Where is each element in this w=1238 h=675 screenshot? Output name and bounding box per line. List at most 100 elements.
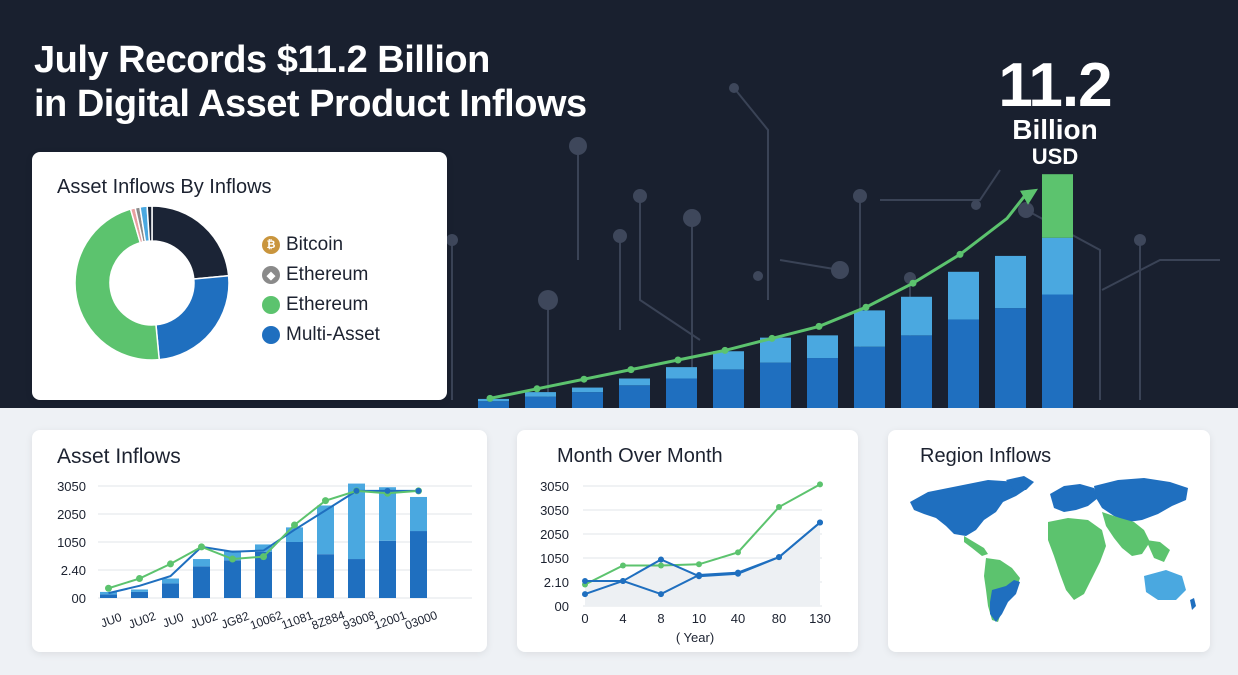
big-currency: USD [1031,144,1079,169]
bar-light [255,544,272,552]
dot-icon [262,296,280,314]
x-tick-label: 40 [731,611,745,626]
y-tick-label: 2050 [540,527,569,542]
circuit-node [683,209,701,227]
map-greenland [1006,476,1034,490]
headline-line-1: July Records $11.2 Billion [34,39,490,81]
series-point [735,570,741,577]
hero-bar-dark [666,378,697,408]
hero-bar-dark [948,319,979,408]
donut-chart [74,205,230,361]
circuit-node [853,189,867,203]
hero-line-point [627,366,635,374]
bar-dark [193,566,210,598]
map-africa [1048,518,1106,600]
hero-bar-dark [572,392,603,408]
circuit-node [831,261,849,279]
world-map [910,476,1196,622]
bar-dark [162,583,179,598]
legend-item: ₿ Bitcoin [262,234,343,256]
line-point [260,553,267,561]
hero-growth-chart [446,83,1220,408]
hero-bar-dark [760,362,791,408]
series-point [620,577,626,584]
y-tick-label: 00 [555,599,569,614]
map-australia [1144,570,1186,600]
big-unit: Billion [1012,114,1098,145]
circuit-node [538,290,558,310]
headline: July Records $11.2 Billion in Digital As… [34,38,587,126]
hero-line-point [956,250,964,258]
headline-line-2: in Digital Asset Product Inflows [34,83,587,125]
bar-dark [131,591,148,598]
donut-slice [151,205,230,280]
donut-slice [74,208,161,361]
y-tick-label: 1050 [57,535,86,550]
line-point [167,560,174,568]
hero-line-arrowhead [1020,188,1038,205]
series-point [735,549,741,556]
hero-bar-dark [901,335,932,408]
donut-card: Asset Inflows By Inflows ₿ Bitcoin ◆ Ethere… [32,152,447,400]
hero-bar-light [901,296,932,336]
hero-bar-dark [1042,294,1073,408]
mom-chart: 00 2.10 1050 2050 3050 3050 0 4 8 10 40 80 130 ( Year… [540,479,831,645]
hero-bar-light [572,387,603,393]
line-point [353,487,360,494]
circuit-node [1134,234,1146,246]
map-central-america [964,536,988,556]
hero-bar-light [666,367,697,379]
hero-line-point [486,394,494,402]
hero-bar-dark [525,396,556,408]
series-point [776,554,782,561]
series-point [620,562,626,569]
circuit-node [633,189,647,203]
asset-inflows-card: Asset Inflows 00 2.40 1050 2050 3050 JU0 JU02 J… [32,430,487,652]
line-point [415,487,422,494]
hero-line-point [533,385,541,393]
hero-bar-light [995,255,1026,309]
region-card-title: Region Inflows [920,445,1052,467]
circuit-trace [733,87,769,300]
x-tick-label: JU0 [99,610,124,631]
big-number: 11.2 [998,51,1112,120]
map-europe [1050,484,1098,512]
series-point [658,556,664,563]
map-north-america [910,480,1028,536]
x-tick-label: JG82 [219,609,251,632]
x-tick-label: 10 [692,611,706,626]
hero-bar-light [478,398,509,402]
map-new-zealand [1190,598,1196,610]
x-tick-label: 130 [809,611,831,626]
hero-bar-dark [807,358,838,408]
hero-line-point [721,346,729,354]
series-point [696,573,702,580]
circuit-trace [639,196,701,341]
series-point [817,519,823,526]
map-southeast-asia [1146,540,1170,562]
legend-label: Ethereum [286,264,369,285]
legend-label: Multi-Asset [286,324,380,345]
line-point [136,575,143,583]
bar-dark [255,551,272,598]
line-point [229,555,236,563]
hero-bar-dark [995,308,1026,408]
circuit-trace [880,169,1001,201]
region-card: Region Inflows [888,430,1210,652]
y-tick-label: 00 [72,591,86,606]
line-point [322,497,329,505]
x-tick-label: 0 [581,611,588,626]
line-point [291,521,298,529]
y-tick-label: 2050 [57,507,86,522]
series-point [696,561,702,568]
x-tick-label: 4 [619,611,626,626]
bar-light [379,487,396,541]
circuit-node [1018,202,1034,218]
bar-dark [224,560,241,598]
bar-dark [317,554,334,598]
bar-light [131,589,148,592]
hero-line-point [815,322,823,330]
bar-dark [410,531,427,598]
hero-line-path [489,195,1026,400]
hero-bar-light [619,378,650,386]
